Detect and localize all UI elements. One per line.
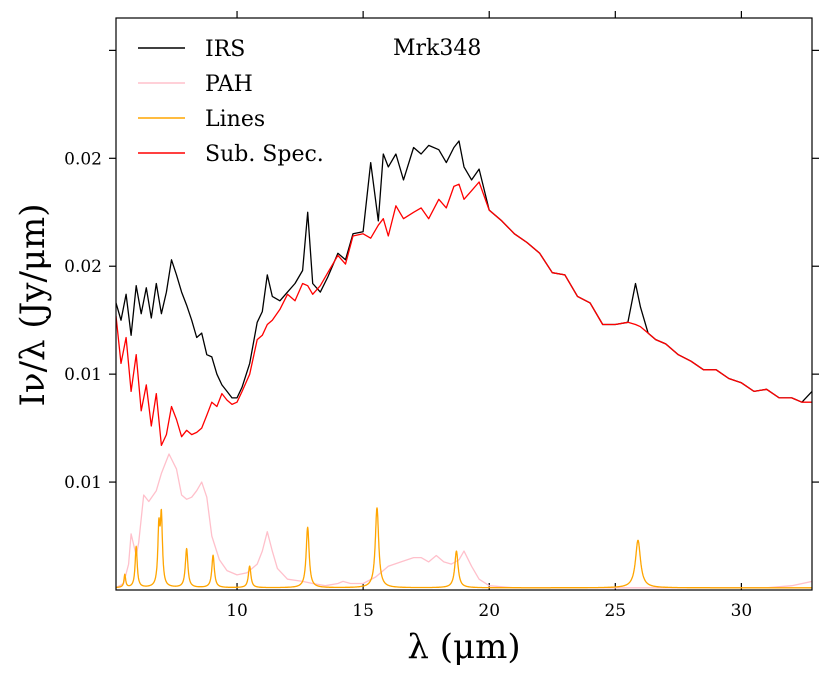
plot-frame	[115, 17, 813, 591]
legend-label-lines: Lines	[205, 107, 265, 132]
y-tick-label: 0.02	[64, 257, 102, 277]
x-tick-label: 20	[478, 601, 500, 621]
x-tick-label: 10	[226, 601, 248, 621]
x-axis-label: λ (μm)	[407, 627, 520, 667]
y-tick-label: 0.01	[64, 473, 102, 493]
series-line-lines	[116, 507, 812, 589]
x-tick-label: 30	[731, 601, 753, 621]
chart-title: Mrk348	[393, 36, 481, 61]
legend-label-pah: PAH	[205, 72, 253, 97]
series-line-sub-spec	[116, 181, 812, 447]
legend: IRS PAH Lines Sub. Spec.	[138, 37, 324, 167]
series-line-irs	[116, 140, 812, 403]
y-tick-label: 0.01	[64, 365, 102, 385]
y-axis-label: Iν/λ (Jy/μm)	[13, 203, 53, 406]
y-tick-label: 0.02	[64, 149, 102, 169]
x-tick-label: 25	[604, 601, 626, 621]
axis-ticks	[109, 11, 819, 590]
x-tick-label: 15	[352, 601, 374, 621]
series-layer	[116, 140, 812, 589]
tick-labels: 10 15 20 25 30 0.01 0.01 0.02 0.02	[64, 149, 752, 621]
legend-label-sub-spec: Sub. Spec.	[205, 142, 324, 167]
legend-label-irs: IRS	[205, 37, 245, 62]
